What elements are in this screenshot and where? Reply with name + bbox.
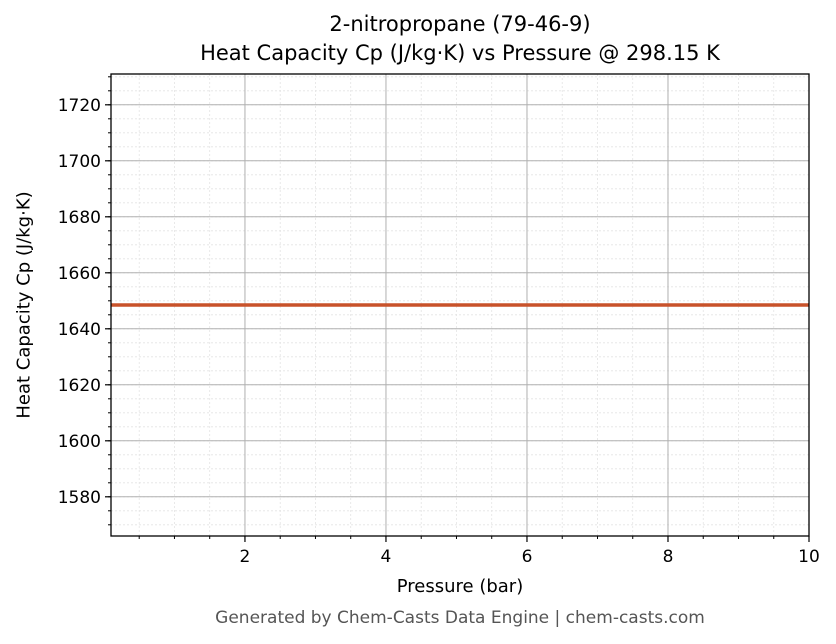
plot-frame <box>110 73 810 537</box>
ticks-layer <box>105 76 810 542</box>
x-axis-label: Pressure (bar) <box>396 576 524 597</box>
footer-credit: Generated by Chem-Casts Data Engine | ch… <box>215 608 705 628</box>
y-tick-label: 1720 <box>58 96 101 116</box>
y-tick-label: 1700 <box>58 152 101 172</box>
x-tick-label: 8 <box>663 547 674 567</box>
y-tick-label: 1580 <box>58 488 101 508</box>
x-tick-label: 2 <box>240 547 251 567</box>
chart-subtitle: Heat Capacity Cp (J/kg·K) vs Pressure @ … <box>200 41 720 65</box>
y-tick-label: 1640 <box>58 320 101 340</box>
y-tick-label: 1620 <box>58 376 101 396</box>
y-tick-label: 1660 <box>58 264 101 284</box>
chart-title: 2-nitropropane (79-46-9) <box>329 12 591 36</box>
x-tick-label: 4 <box>381 547 392 567</box>
major-grid <box>111 74 810 536</box>
y-tick-label: 1680 <box>58 208 101 228</box>
y-tick-label: 1600 <box>58 432 101 452</box>
y-axis-label: Heat Capacity Cp (J/kg·K) <box>13 191 35 419</box>
x-tick-label: 6 <box>522 547 533 567</box>
x-tick-label: 10 <box>798 547 820 567</box>
tick-labels: 2 4 6 8 10 1580 1600 1620 1640 1660 1680 1700 1720 <box>58 96 820 567</box>
